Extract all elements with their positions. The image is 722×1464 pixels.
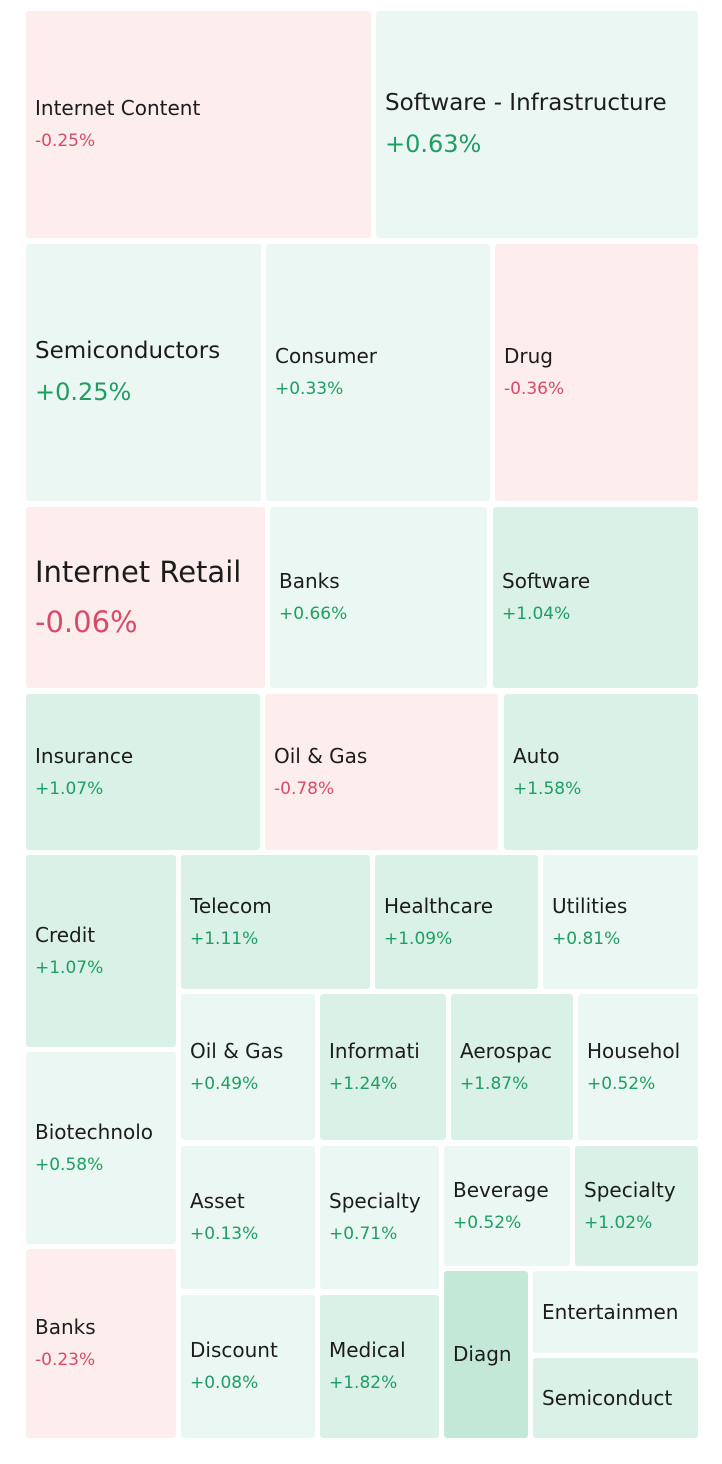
sector-name: Credit (35, 923, 96, 947)
sector-tile-auto[interactable]: Auto +1.58% (504, 694, 698, 850)
sector-name: Oil & Gas (274, 744, 368, 768)
sector-change: +0.49% (190, 1073, 259, 1094)
sector-tile-oil-gas-midstream[interactable]: Oil & Gas +0.49% (181, 994, 315, 1140)
sector-tile-household[interactable]: Househol +0.52% (578, 994, 698, 1140)
sector-tile-software-infrastructure[interactable]: Software - Infrastructure +0.63% (376, 11, 698, 238)
sector-change: +0.81% (552, 928, 621, 949)
sector-name: Informati (329, 1039, 420, 1063)
sector-name: Telecom (190, 894, 272, 918)
sector-tile-internet-retail[interactable]: Internet Retail -0.06% (26, 507, 265, 688)
sector-tile-utilities[interactable]: Utilities +0.81% (543, 855, 698, 989)
sector-name: Specialty (329, 1190, 421, 1214)
sector-change: -0.25% (35, 131, 96, 152)
sector-change: -0.36% (504, 379, 565, 400)
sector-name: Utilities (552, 894, 628, 918)
sector-change: +0.52% (453, 1212, 522, 1233)
sector-change: +1.07% (35, 957, 104, 978)
sector-change: -0.78% (274, 778, 335, 799)
sector-change: +1.07% (35, 778, 104, 799)
sector-name: Aerospac (460, 1039, 553, 1063)
sector-tile-telecom[interactable]: Telecom +1.11% (181, 855, 370, 989)
sector-change: +1.09% (384, 928, 453, 949)
sector-name: Diagn (453, 1343, 512, 1366)
sector-name: Auto (513, 744, 560, 768)
sector-name: Asset (190, 1190, 245, 1214)
sector-change: +1.58% (513, 778, 582, 799)
sector-change: +1.02% (584, 1212, 653, 1233)
sector-name: Software (502, 570, 591, 594)
sector-change: +0.52% (587, 1073, 656, 1094)
sector-name: Semiconduct (542, 1386, 673, 1410)
sector-change: +0.08% (190, 1373, 259, 1394)
sector-name: Drug (504, 345, 553, 369)
sector-tile-internet-content[interactable]: Internet Content -0.25% (26, 11, 371, 238)
sector-name: Internet Retail (35, 556, 242, 590)
sector-tile-entertainment[interactable]: Entertainmen (533, 1271, 698, 1353)
sector-tile-information[interactable]: Informati +1.24% (320, 994, 446, 1140)
sector-change: +0.33% (275, 379, 344, 400)
sector-name: Insurance (35, 744, 134, 768)
sector-name: Internet Content (35, 97, 201, 121)
sector-name: Banks (279, 570, 340, 594)
sector-name: Banks (35, 1316, 96, 1340)
sector-tile-aerospace[interactable]: Aerospac +1.87% (451, 994, 573, 1140)
sector-tile-specialty-1[interactable]: Specialty +0.71% (320, 1146, 439, 1289)
sector-name: Biotechnolo (35, 1120, 154, 1144)
sector-change: +0.66% (279, 604, 348, 625)
sector-tile-biotechnology[interactable]: Biotechnolo +0.58% (26, 1052, 176, 1244)
sector-tile-banks[interactable]: Banks +0.66% (270, 507, 487, 688)
sector-tile-insurance[interactable]: Insurance +1.07% (26, 694, 260, 850)
sector-tile-semiconductor-equipment[interactable]: Semiconduct (533, 1358, 698, 1438)
sector-tile-asset[interactable]: Asset +0.13% (181, 1146, 315, 1289)
sector-tile-diagnostics[interactable]: Diagn (444, 1271, 528, 1438)
sector-tile-credit[interactable]: Credit +1.07% (26, 855, 176, 1047)
sector-name: Beverage (453, 1178, 549, 1202)
sector-change: -0.06% (35, 604, 138, 639)
sector-tile-medical[interactable]: Medical +1.82% (320, 1295, 439, 1438)
sector-name: Healthcare (384, 894, 494, 918)
sector-change: +1.87% (460, 1073, 529, 1094)
sector-tile-semiconductors[interactable]: Semiconductors +0.25% (26, 244, 261, 501)
sector-change: +1.04% (502, 604, 571, 625)
sector-name: Entertainmen (542, 1300, 679, 1324)
sector-name: Discount (190, 1339, 278, 1363)
sector-change: +1.82% (329, 1373, 398, 1394)
sector-tile-discount[interactable]: Discount +0.08% (181, 1295, 315, 1438)
sector-tile-software[interactable]: Software +1.04% (493, 507, 698, 688)
sector-change: +0.25% (35, 377, 132, 406)
sector-name: Oil & Gas (190, 1039, 284, 1063)
sector-name: Medical (329, 1339, 406, 1363)
sector-tile-beverage[interactable]: Beverage +0.52% (444, 1146, 570, 1266)
sector-name: Consumer (275, 345, 377, 369)
sector-tile-oil-gas[interactable]: Oil & Gas -0.78% (265, 694, 498, 850)
sector-change: -0.23% (35, 1350, 96, 1371)
sector-change: +0.63% (385, 129, 482, 158)
sector-change: +1.11% (190, 928, 259, 949)
sector-name: Househol (587, 1039, 681, 1063)
sector-tile-specialty-2[interactable]: Specialty +1.02% (575, 1146, 698, 1266)
sector-change: +1.24% (329, 1073, 398, 1094)
sector-tile-drug[interactable]: Drug -0.36% (495, 244, 698, 501)
sector-change: +0.58% (35, 1154, 104, 1175)
sector-tile-consumer[interactable]: Consumer +0.33% (266, 244, 490, 501)
sector-change: +0.13% (190, 1224, 259, 1245)
sector-change: +0.71% (329, 1224, 398, 1245)
sector-name: Semiconductors (35, 338, 221, 365)
sector-name: Specialty (584, 1178, 676, 1202)
sector-tile-banks-regional[interactable]: Banks -0.23% (26, 1249, 176, 1438)
sector-name: Software - Infrastructure (385, 90, 667, 117)
sector-tile-healthcare[interactable]: Healthcare +1.09% (375, 855, 538, 989)
